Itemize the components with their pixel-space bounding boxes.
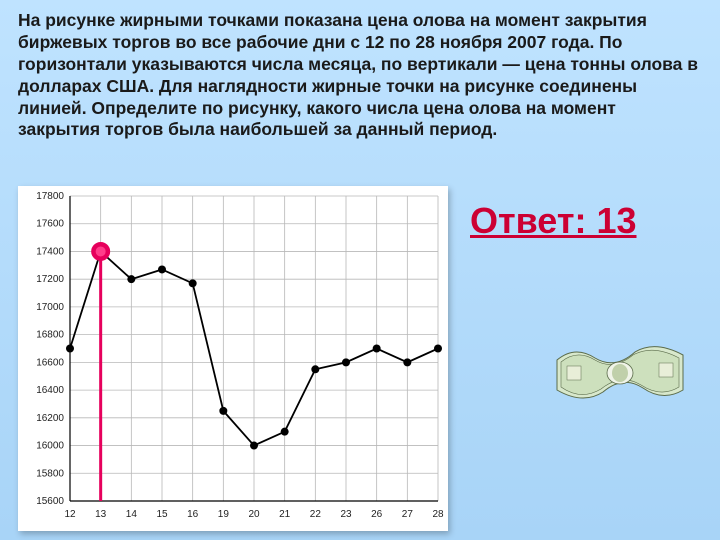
svg-text:23: 23 [340, 509, 352, 520]
money-icon [555, 340, 685, 405]
svg-text:16000: 16000 [36, 441, 64, 452]
svg-text:16: 16 [187, 509, 199, 520]
line-chart: 15600 15800 16000 16200 16400 16600 16800 17000… [18, 186, 448, 531]
svg-text:22: 22 [310, 509, 322, 520]
svg-text:17600: 17600 [36, 219, 64, 230]
svg-text:16600: 16600 [36, 357, 64, 368]
svg-text:27: 27 [402, 509, 414, 520]
svg-text:26: 26 [371, 509, 383, 520]
svg-text:16200: 16200 [36, 413, 64, 424]
svg-text:19: 19 [218, 509, 230, 520]
chart-svg: 15600 15800 16000 16200 16400 16600 16800 17000… [18, 186, 448, 531]
svg-text:20: 20 [248, 509, 260, 520]
problem-statement: На рисунке жирными точками показана цена… [18, 10, 702, 141]
svg-text:15600: 15600 [36, 496, 64, 507]
svg-text:12: 12 [64, 509, 76, 520]
svg-text:16400: 16400 [36, 385, 64, 396]
svg-text:28: 28 [432, 509, 444, 520]
svg-text:15: 15 [156, 509, 168, 520]
svg-text:17400: 17400 [36, 246, 64, 257]
svg-text:17200: 17200 [36, 274, 64, 285]
svg-text:17000: 17000 [36, 302, 64, 313]
svg-text:14: 14 [126, 509, 138, 520]
svg-text:16800: 16800 [36, 330, 64, 341]
svg-text:21: 21 [279, 509, 291, 520]
svg-text:15800: 15800 [36, 468, 64, 479]
svg-text:17800: 17800 [36, 191, 64, 202]
answer-text: Ответ: 13 [470, 200, 637, 242]
svg-text:13: 13 [95, 509, 107, 520]
